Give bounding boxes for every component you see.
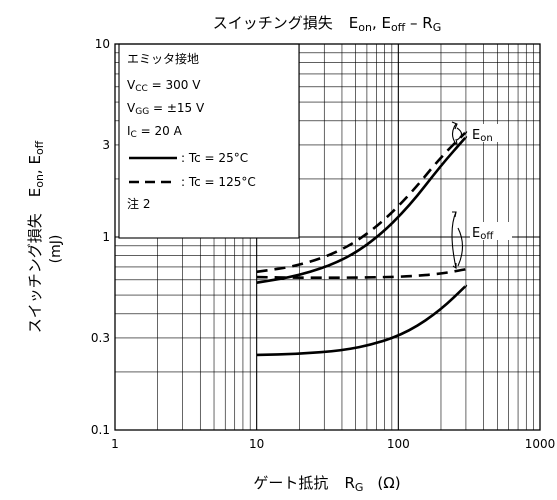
legend-solid-label: : Tc = 25°C [181, 151, 248, 165]
condition-ic: IC = 20 A [127, 124, 183, 140]
chart-title: スイッチング損失 Eon, Eoff – RG [213, 14, 442, 34]
x-axis-label: ゲート抵抗 RG (Ω) [253, 474, 400, 494]
legend-dashed-label: : Tc = 125°C [181, 175, 256, 189]
x-tick-label: 1 [111, 437, 119, 451]
condition-note: 注 2 [127, 196, 150, 211]
eoff-label: Eoff [472, 226, 494, 242]
y-tick-label: 10 [95, 37, 110, 51]
plot-frame [114, 43, 541, 431]
eon-arrow-icon [451, 121, 463, 145]
series-line-eon_125 [256, 130, 468, 274]
y-tick-label: 1 [102, 230, 110, 244]
y-tick-label: 3 [102, 138, 110, 152]
eon-label: Eon [472, 128, 493, 144]
series-group [256, 130, 468, 357]
condition-vcc: VCC = 300 V [127, 78, 201, 94]
condition-vgg: VGG = ±15 V [127, 101, 205, 117]
x-tick-label: 10 [249, 437, 264, 451]
conditions-title: エミッタ接地 [127, 51, 199, 66]
eoff-arrow-icon [451, 211, 464, 270]
eon-label-bg [470, 124, 508, 142]
y-axis-label-unit: (mJ) [48, 235, 64, 264]
series-line-eoff_25 [256, 284, 468, 357]
x-tick-label: 100 [387, 437, 410, 451]
eoff-label-bg [470, 222, 512, 240]
x-tick-labels: 1 10 100 1000 [111, 437, 555, 451]
y-axis-label-main: スイッチング損失Eon, Eoff [26, 140, 46, 333]
y-tick-label: 0.3 [91, 331, 110, 345]
x-tick-label: 1000 [525, 437, 556, 451]
y-tick-label: 0.1 [91, 423, 110, 437]
y-tick-labels: 0.1 0.3 1 3 10 [91, 37, 110, 437]
series-line-eoff_125 [256, 267, 468, 280]
